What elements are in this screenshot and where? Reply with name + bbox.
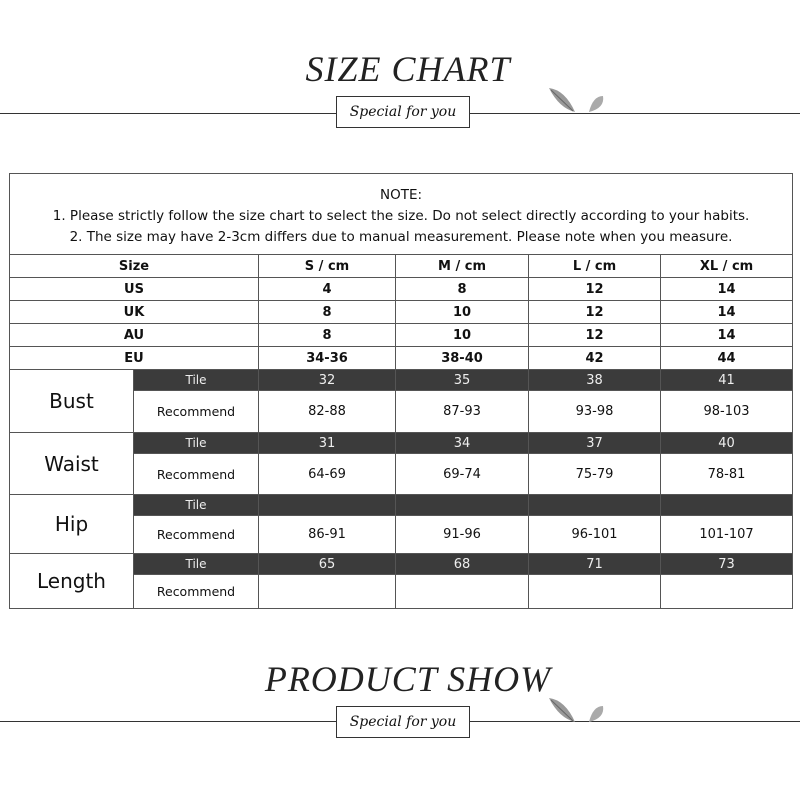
recommend-value <box>395 574 529 609</box>
size-value: 34-36 <box>258 346 396 370</box>
size-value: 14 <box>659 300 794 324</box>
size-value: 10 <box>395 300 529 324</box>
column-header: M / cm <box>395 254 529 278</box>
header-row: Size S / cm M / cm L / cm XL / cm <box>9 254 794 278</box>
tile-label: Tile <box>133 432 259 454</box>
recommend-value: 93-98 <box>528 390 661 433</box>
size-label: AU <box>9 323 259 347</box>
recommend-value: 87-93 <box>395 390 529 433</box>
tile-row: Waist Tile 31 34 37 40 <box>9 432 794 495</box>
size-value: 14 <box>659 277 794 301</box>
recommend-value: 78-81 <box>659 453 794 495</box>
measurement-label: Hip <box>9 494 134 554</box>
recommend-row: Recommend 82-88 87-93 93-98 98-103 <box>10 390 794 433</box>
size-row: AU 8 10 12 14 <box>9 323 794 347</box>
tile-value: 71 <box>528 553 661 575</box>
tile-row: Bust Tile 32 35 38 41 <box>9 369 794 433</box>
recommend-value <box>659 574 794 609</box>
note-cell: NOTE: 1. Please strictly follow the size… <box>8 173 794 255</box>
size-value: 42 <box>528 346 661 370</box>
size-label: UK <box>9 300 259 324</box>
column-header: S / cm <box>258 254 396 278</box>
tile-row: Hip Tile <box>9 494 794 554</box>
tile-value <box>395 494 529 516</box>
tile-value <box>258 494 396 516</box>
recommend-value: 69-74 <box>395 453 529 495</box>
recommend-value: 75-79 <box>528 453 661 495</box>
tile-value: 65 <box>258 553 396 575</box>
tile-value: 34 <box>395 432 529 454</box>
note-line-2: 2. The size may have 2-3cm differs due t… <box>69 228 733 245</box>
size-value: 12 <box>528 277 661 301</box>
size-row: EU 34-36 38-40 42 44 <box>9 346 794 370</box>
recommend-row: Recommend 64-69 69-74 75-79 78-81 <box>10 453 794 495</box>
note-heading: NOTE: <box>380 186 423 203</box>
tile-label: Tile <box>133 369 259 391</box>
size-row: UK 8 10 12 14 <box>9 300 794 324</box>
column-header: Size <box>9 254 259 278</box>
note-line-1: 1. Please strictly follow the size chart… <box>52 207 750 224</box>
recommend-label: Recommend <box>133 390 259 433</box>
size-value: 8 <box>258 323 396 347</box>
size-value: 12 <box>528 300 661 324</box>
tile-value <box>528 494 661 516</box>
tile-row: Length Tile 65 68 71 73 <box>9 553 794 609</box>
product-show-title: PRODUCT SHOW <box>264 659 552 699</box>
recommend-value <box>258 574 396 609</box>
recommend-value: 98-103 <box>659 390 794 433</box>
size-value: 10 <box>395 323 529 347</box>
size-value: 12 <box>528 323 661 347</box>
recommend-value <box>528 574 661 609</box>
size-row: US 4 8 12 14 <box>9 277 794 301</box>
tile-value: 41 <box>659 369 794 391</box>
measurement-label: Waist <box>9 432 134 495</box>
tile-value: 37 <box>528 432 661 454</box>
size-value: 4 <box>258 277 396 301</box>
recommend-value: 82-88 <box>258 390 396 433</box>
measurement-label: Bust <box>9 369 134 433</box>
recommend-value: 101-107 <box>659 515 794 554</box>
size-label: EU <box>9 346 259 370</box>
tile-value: 40 <box>659 432 794 454</box>
recommend-label: Recommend <box>133 574 259 609</box>
recommend-value: 96-101 <box>528 515 661 554</box>
recommend-row: Recommend 86-91 91-96 96-101 101-107 <box>10 515 794 554</box>
column-header: XL / cm <box>659 254 794 278</box>
palm-leaf-icon <box>549 698 604 722</box>
size-table: NOTE: 1. Please strictly follow the size… <box>8 173 794 609</box>
size-value: 8 <box>395 277 529 301</box>
recommend-value: 64-69 <box>258 453 396 495</box>
size-value: 44 <box>659 346 794 370</box>
tile-value: 35 <box>395 369 529 391</box>
tile-label: Tile <box>133 494 259 516</box>
tagline-box: Special for you <box>336 96 470 128</box>
tile-value: 68 <box>395 553 529 575</box>
palm-leaf-icon <box>549 88 604 112</box>
recommend-label: Recommend <box>133 515 259 554</box>
recommend-value: 91-96 <box>395 515 529 554</box>
size-chart-title: SIZE CHART <box>305 49 511 89</box>
recommend-row: Recommend <box>10 574 794 609</box>
size-value: 8 <box>258 300 396 324</box>
size-value: 14 <box>659 323 794 347</box>
tile-value: 31 <box>258 432 396 454</box>
recommend-value: 86-91 <box>258 515 396 554</box>
tagline-box: Special for you <box>336 706 470 738</box>
tile-value: 38 <box>528 369 661 391</box>
tile-value <box>659 494 794 516</box>
tile-value: 32 <box>258 369 396 391</box>
tile-label: Tile <box>133 553 259 575</box>
size-value: 38-40 <box>395 346 529 370</box>
column-header: L / cm <box>528 254 661 278</box>
measurement-label: Length <box>9 553 134 609</box>
recommend-label: Recommend <box>133 453 259 495</box>
size-label: US <box>9 277 259 301</box>
tile-value: 73 <box>659 553 794 575</box>
